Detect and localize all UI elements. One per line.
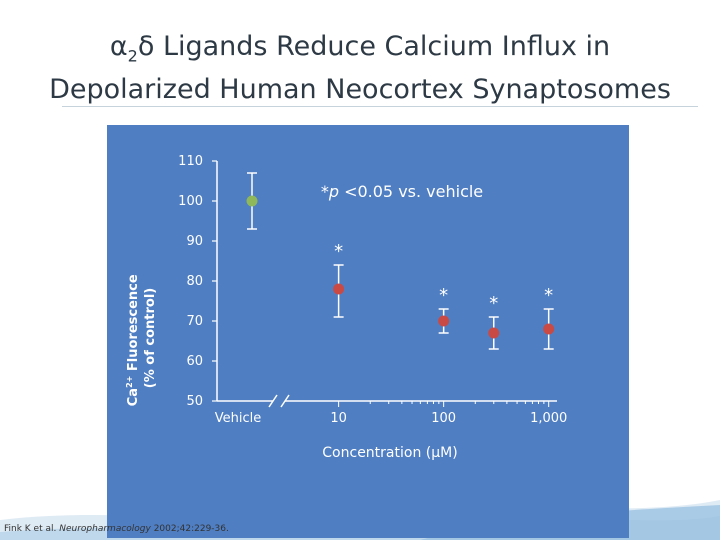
x-axis-title: Concentration (μM) (322, 445, 457, 461)
point-1000 (543, 323, 555, 335)
point-100 (438, 315, 450, 327)
x-axis: 10 100 1,000 (217, 394, 567, 426)
axis-break-1 (268, 394, 278, 408)
x-tick-label-vehicle: Vehicle (215, 411, 262, 426)
y-axis-title: Ca2+ Fluorescence (% of control) (125, 270, 158, 406)
point-10 (333, 283, 345, 295)
title-line-1: α2δ Ligands Reduce Calcium Influx in (0, 30, 720, 73)
significance-annotation: *p <0.05 vs. vehicle (321, 182, 483, 201)
point-10-significance: * (334, 241, 343, 262)
point-100-significance: * (439, 285, 448, 306)
point-300-significance: * (489, 293, 498, 314)
y-tick-label-100: 100 (178, 194, 203, 209)
y-tick-label-80: 80 (186, 274, 203, 289)
y-axis-title-line1: Ca2+ Fluorescence (125, 274, 141, 406)
point-vehicle (246, 195, 258, 207)
title-sub: 2 (127, 46, 138, 66)
title-divider (62, 106, 698, 107)
y-tick-label-110: 110 (178, 154, 203, 169)
slide-title: α2δ Ligands Reduce Calcium Influx in Dep… (0, 30, 720, 107)
title-alpha: α (109, 31, 128, 62)
chart: 50 60 70 80 90 100 110 10 100 1,000 * * * * Ca2+ Fl… (125, 154, 567, 461)
citation: Fink K et al. Neuropharmacology 2002;42:… (4, 524, 229, 534)
y-axis: 50 60 70 80 90 100 110 (178, 154, 218, 409)
point-300 (488, 327, 500, 339)
x-tick-label-100: 100 (431, 411, 456, 426)
title-line-2: Depolarized Human Neocortex Synaptosomes (49, 74, 671, 106)
title-rest: δ Ligands Reduce Calcium Influx in (137, 31, 611, 62)
y-tick-label-50: 50 (186, 394, 203, 409)
x-tick-label-1000: 1,000 (530, 411, 567, 426)
axis-break-2 (280, 394, 290, 408)
chart-panel: 50 60 70 80 90 100 110 10 100 1,000 * * * * Ca2+ Fl… (107, 125, 629, 538)
y-tick-label-60: 60 (186, 354, 203, 369)
point-1000-significance: * (544, 285, 553, 306)
y-tick-label-70: 70 (186, 314, 203, 329)
y-tick-label-90: 90 (186, 234, 203, 249)
x-tick-label-10: 10 (330, 411, 347, 426)
y-axis-title-line2: (% of control) (143, 288, 158, 388)
data-marks: * * * * (246, 172, 555, 350)
